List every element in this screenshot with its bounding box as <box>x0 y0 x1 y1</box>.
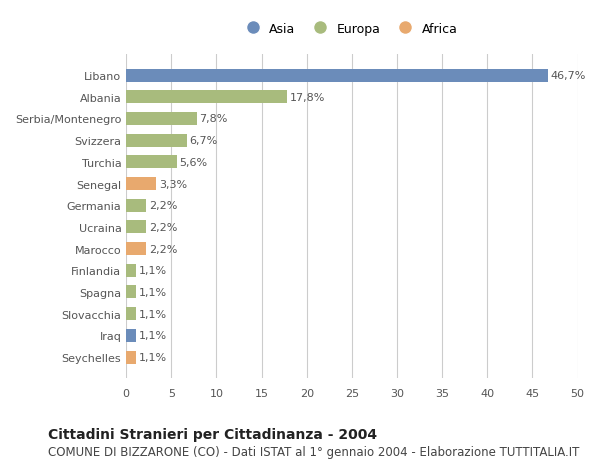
Bar <box>126 264 136 277</box>
Text: 7,8%: 7,8% <box>199 114 228 124</box>
Bar <box>126 329 136 342</box>
Bar <box>126 91 287 104</box>
Text: 2,2%: 2,2% <box>149 244 177 254</box>
Bar <box>126 199 146 212</box>
Text: COMUNE DI BIZZARONE (CO) - Dati ISTAT al 1° gennaio 2004 - Elaborazione TUTTITAL: COMUNE DI BIZZARONE (CO) - Dati ISTAT al… <box>48 445 580 458</box>
Text: 1,1%: 1,1% <box>139 330 167 341</box>
Bar <box>126 308 136 320</box>
Text: 1,1%: 1,1% <box>139 266 167 276</box>
Text: 1,1%: 1,1% <box>139 287 167 297</box>
Text: Cittadini Stranieri per Cittadinanza - 2004: Cittadini Stranieri per Cittadinanza - 2… <box>48 427 377 441</box>
Text: 2,2%: 2,2% <box>149 223 177 232</box>
Text: 46,7%: 46,7% <box>550 71 586 81</box>
Text: 3,3%: 3,3% <box>159 179 187 189</box>
Legend: Asia, Europa, Africa: Asia, Europa, Africa <box>242 19 461 39</box>
Text: 2,2%: 2,2% <box>149 201 177 211</box>
Text: 1,1%: 1,1% <box>139 352 167 362</box>
Bar <box>126 242 146 256</box>
Text: 6,7%: 6,7% <box>190 136 218 146</box>
Bar <box>126 178 156 190</box>
Bar <box>126 69 548 82</box>
Text: 17,8%: 17,8% <box>290 93 325 102</box>
Text: 5,6%: 5,6% <box>179 157 208 168</box>
Bar <box>126 221 146 234</box>
Bar <box>126 112 197 126</box>
Bar <box>126 156 177 169</box>
Bar <box>126 134 187 147</box>
Bar <box>126 351 136 364</box>
Bar <box>126 286 136 299</box>
Text: 1,1%: 1,1% <box>139 309 167 319</box>
